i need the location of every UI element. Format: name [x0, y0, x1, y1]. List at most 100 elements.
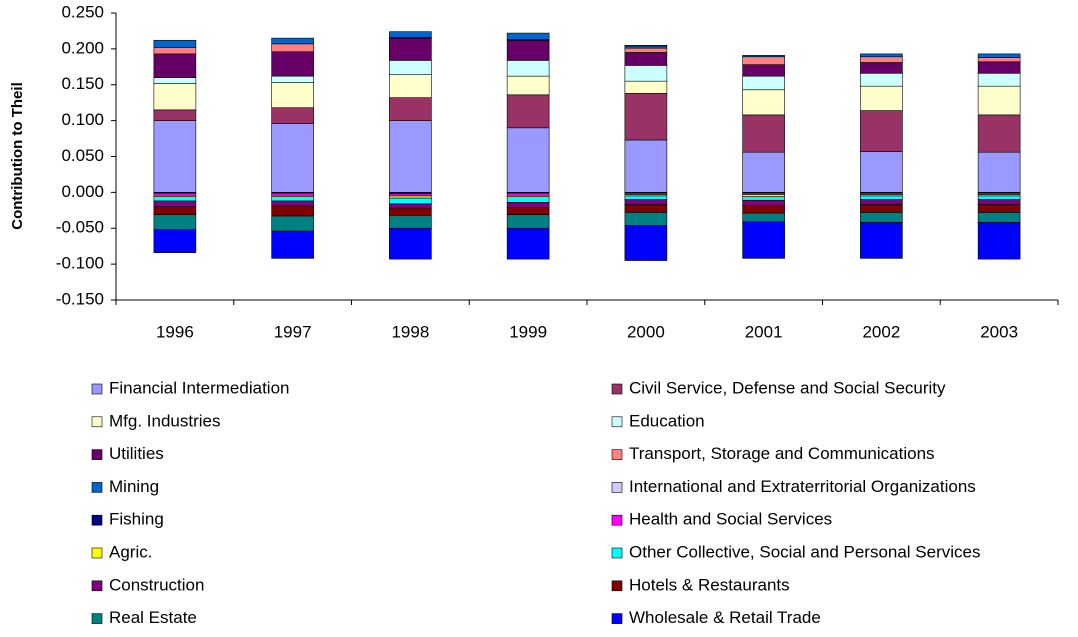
- bar-segment: [624, 47, 668, 53]
- bar-segment: [977, 204, 1021, 213]
- bar-segment: [271, 37, 314, 45]
- legend-label: International and Extraterritorial Organ…: [629, 477, 976, 496]
- bar-segment: [389, 97, 432, 121]
- bar-segment: [742, 199, 785, 206]
- bar-segment: [860, 72, 903, 87]
- legend-swatch: [611, 416, 623, 428]
- y-tick-label: 0.000: [61, 182, 104, 201]
- legend-label: Real Estate: [109, 608, 197, 627]
- x-tick-label: 2002: [862, 322, 900, 341]
- bar-segment: [389, 195, 432, 199]
- bar-segment: [977, 85, 1021, 116]
- y-tick-label: -0.150: [56, 289, 104, 308]
- bar-segment: [624, 139, 668, 193]
- bar-segment: [624, 45, 668, 49]
- bar-segment: [271, 75, 314, 83]
- x-tick-label: 2003: [980, 322, 1018, 341]
- bar-segment: [271, 205, 314, 217]
- bar-segment: [506, 32, 550, 40]
- x-tick-label: 2001: [745, 322, 783, 341]
- bar-segment: [153, 206, 197, 215]
- bar-segment: [389, 31, 432, 38]
- bar-segment: [742, 212, 785, 223]
- bar-segment: [153, 77, 197, 84]
- bar-segment: [860, 85, 903, 111]
- legend-label: Other Collective, Social and Personal Se…: [629, 542, 981, 561]
- bar-segment: [624, 199, 668, 205]
- bar-segment: [742, 56, 785, 65]
- bar-segment: [153, 83, 197, 111]
- bar-segment: [977, 151, 1021, 193]
- bar-segment: [271, 82, 314, 109]
- bar-segment: [624, 212, 668, 226]
- bar-segment: [860, 195, 903, 200]
- bar-segment: [506, 214, 550, 229]
- bar-segment: [977, 222, 1021, 260]
- bar-segment: [860, 56, 903, 63]
- y-tick-label: 0.250: [61, 2, 104, 21]
- bar-segment: [624, 80, 668, 94]
- bar-segment: [742, 221, 785, 259]
- bar-segment: [153, 200, 197, 208]
- bar-segment: [389, 60, 432, 76]
- bar-segment: [742, 204, 785, 214]
- legend-label: Agric.: [109, 542, 152, 561]
- bar-segment: [271, 123, 314, 193]
- legend-label: Transport, Storage and Communications: [629, 444, 935, 463]
- y-tick-label: 0.100: [61, 110, 104, 129]
- bar-segment: [977, 212, 1021, 223]
- bar-segment: [153, 39, 197, 48]
- legend-swatch: [91, 613, 103, 624]
- legend-swatch: [611, 613, 623, 624]
- bar-segment: [742, 151, 785, 193]
- bar-segment: [271, 107, 314, 124]
- bar-segment: [153, 53, 197, 78]
- bar-segment: [506, 94, 550, 129]
- legend-swatch: [611, 547, 623, 559]
- bar-segment: [977, 195, 1021, 200]
- bar-segment: [271, 196, 314, 202]
- bar-segment: [389, 37, 432, 61]
- bar-segment: [389, 193, 432, 197]
- bar-segment: [389, 197, 432, 205]
- bar-segment: [506, 127, 550, 193]
- bar-segment: [860, 199, 903, 205]
- bar-segment: [153, 196, 197, 202]
- bar-segment: [271, 51, 314, 77]
- legend-label: Utilities: [109, 444, 164, 463]
- legend-label: Construction: [109, 575, 204, 594]
- y-axis-label: Contribution to Theil: [9, 82, 26, 229]
- bar-segment: [506, 227, 550, 260]
- bar-segment: [977, 72, 1021, 87]
- legend-label: Mining: [109, 477, 159, 496]
- bar-segment: [977, 61, 1021, 74]
- y-tick-label: 0.200: [61, 38, 104, 57]
- legend-label: Health and Social Services: [629, 510, 832, 529]
- bar-segment: [624, 44, 668, 47]
- bar-segment: [624, 225, 668, 261]
- legend-swatch: [91, 416, 103, 428]
- bar-segment: [506, 75, 550, 96]
- legend-label: Financial Intermediation: [109, 378, 289, 397]
- legend-swatch: [91, 449, 103, 460]
- bar-segment: [860, 151, 903, 193]
- bar-segment: [389, 227, 432, 260]
- bar-segment: [506, 207, 550, 215]
- bar-segment: [860, 222, 903, 259]
- bar-segment: [624, 195, 668, 200]
- legend-label: Hotels & Restaurants: [629, 575, 790, 594]
- bar-segment: [506, 39, 550, 61]
- bar-segment: [389, 74, 432, 98]
- bar-segment: [742, 64, 785, 77]
- bar-segment: [860, 53, 903, 58]
- legend-swatch: [611, 449, 623, 460]
- bar-segment: [389, 120, 432, 193]
- bar-segment: [742, 55, 785, 58]
- bar-segment: [742, 196, 785, 201]
- bar-segment: [506, 202, 550, 208]
- bar-segment: [506, 60, 550, 77]
- bar-segment: [271, 200, 314, 207]
- bar-segment: [624, 204, 668, 213]
- bar-segment: [271, 192, 314, 196]
